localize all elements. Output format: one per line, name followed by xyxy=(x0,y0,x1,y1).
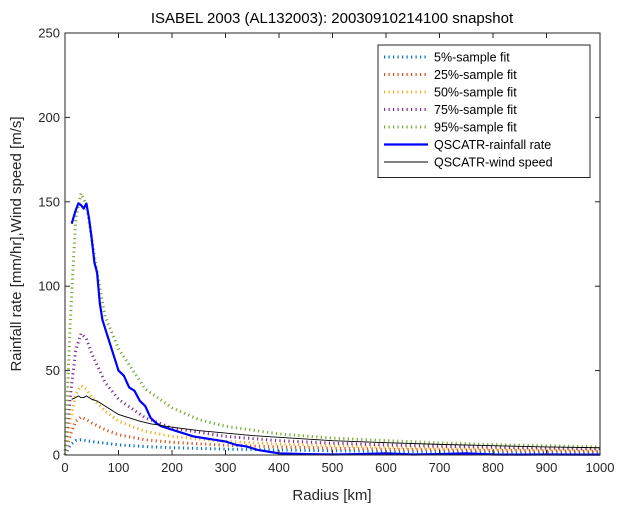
legend-label-7: QSCATR-wind speed xyxy=(434,156,553,170)
y-tick-label: 150 xyxy=(38,194,60,209)
series-line-1 xyxy=(63,438,601,456)
x-tick-label: 500 xyxy=(322,460,344,475)
y-tick-label: 250 xyxy=(38,26,60,41)
y-tick-label: 50 xyxy=(46,363,60,378)
legend-label-2: 25%-sample fit xyxy=(434,68,517,82)
x-tick-label: 900 xyxy=(536,460,558,475)
legend-label-6: QSCATR-rainfall rate xyxy=(434,138,551,152)
tick-layer: 0 100 200 300 400 500 600 700 800 900 1000 0 50 100 15… xyxy=(38,26,614,476)
y-tick-label: 100 xyxy=(38,279,60,294)
x-tick-label: 400 xyxy=(268,460,290,475)
x-tick-label: 1000 xyxy=(586,460,615,475)
x-tick-label: 0 xyxy=(61,460,68,475)
x-tick-label: 300 xyxy=(215,460,237,475)
series-line-7 xyxy=(71,395,601,449)
legend-label-1: 5%-sample fit xyxy=(434,51,510,65)
x-axis-label: Radius [km] xyxy=(292,487,371,504)
y-tick-label: 200 xyxy=(38,110,60,125)
x-tick-label: 700 xyxy=(429,460,451,475)
legend-label-4: 75%-sample fit xyxy=(434,103,517,117)
legend-box xyxy=(377,44,591,178)
series-line-6 xyxy=(70,202,600,456)
x-tick-label: 800 xyxy=(482,460,504,475)
series-layer xyxy=(63,191,601,456)
legend: 5%-sample fit 25%-sample fit 50%-sample fi… xyxy=(377,44,591,178)
y-axis-label: Rainfall rate [mm/hr],Wind speed [m/s] xyxy=(8,116,25,371)
legend-label-5: 95%-sample fit xyxy=(434,121,517,135)
x-tick-label: 200 xyxy=(161,460,183,475)
y-tick-label: 0 xyxy=(53,448,60,463)
legend-label-3: 50%-sample fit xyxy=(434,86,517,100)
series-line-2 xyxy=(63,415,601,456)
chart-title: ISABEL 2003 (AL132003): 20030910214100 s… xyxy=(151,10,514,27)
x-tick-label: 600 xyxy=(375,460,397,475)
x-tick-label: 100 xyxy=(108,460,130,475)
